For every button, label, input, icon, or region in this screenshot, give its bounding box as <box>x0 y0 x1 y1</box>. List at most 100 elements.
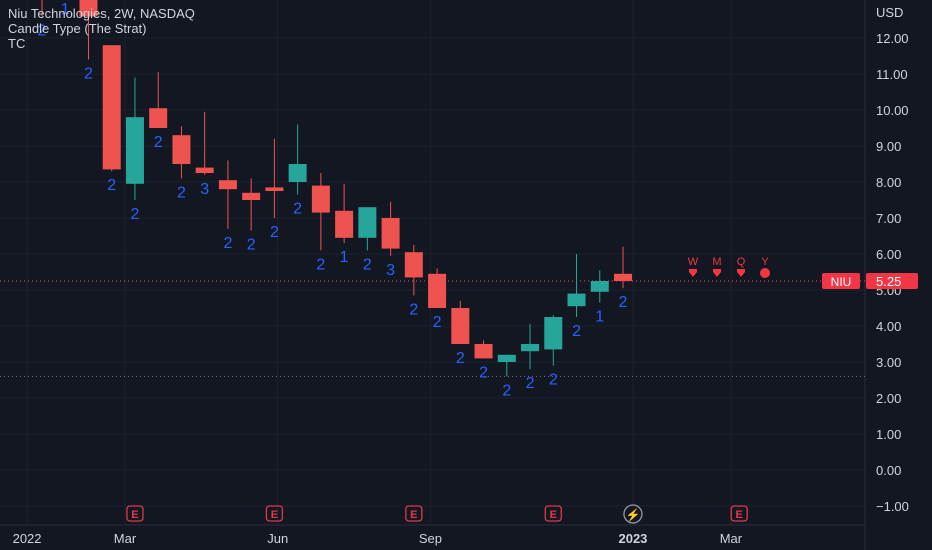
candle[interactable] <box>358 207 377 251</box>
candle[interactable] <box>404 245 423 296</box>
strat-label: 2 <box>131 206 140 223</box>
y-tick-label: 0.00 <box>876 463 901 478</box>
earnings-event-icon[interactable]: E <box>265 505 284 522</box>
strat-label: 2 <box>154 134 163 151</box>
x-tick-label: 2022 <box>13 531 42 546</box>
indicator-short-name[interactable]: TC <box>8 36 26 51</box>
timeframe-marker-label: W <box>688 256 699 268</box>
event-badge-label: E <box>550 509 557 521</box>
y-tick-label: 7.00 <box>876 211 901 226</box>
y-tick-label: 6.00 <box>876 247 901 262</box>
split-event-icon[interactable]: ⚡ <box>623 504 643 524</box>
candle[interactable] <box>33 0 51 17</box>
candle-body <box>125 117 144 184</box>
earnings-event-icon[interactable]: E <box>730 505 748 522</box>
earnings-event-icon[interactable]: E <box>126 505 144 522</box>
candle[interactable] <box>149 72 168 128</box>
candle-body <box>149 108 168 128</box>
candle[interactable] <box>567 254 586 317</box>
event-badge-label: E <box>410 509 417 521</box>
chart-legend: Niu Technologies, 2W, NASDAQ Candle Type… <box>8 6 195 51</box>
symbol-tag <box>822 273 860 289</box>
timeframe-dot-icon <box>760 268 770 278</box>
candle-body <box>474 344 493 359</box>
event-badge <box>405 505 423 522</box>
candle-body <box>265 187 284 191</box>
strat-label: 2 <box>409 301 418 318</box>
candle[interactable] <box>335 183 354 244</box>
strat-label: 2 <box>84 66 93 83</box>
y-tick-label: 4.00 <box>876 319 901 334</box>
x-tick-label: 2023 <box>618 531 647 546</box>
candle[interactable] <box>521 324 540 370</box>
event-badge <box>126 505 144 522</box>
event-badge-label: ⚡ <box>625 508 640 522</box>
strat-label: 2 <box>293 201 302 218</box>
strat-label: 2 <box>549 372 558 389</box>
candle[interactable] <box>79 0 98 60</box>
candle[interactable] <box>544 315 563 366</box>
candle[interactable] <box>451 300 470 344</box>
candle-body <box>590 281 609 292</box>
event-badge <box>265 505 284 522</box>
candle-body <box>521 344 540 352</box>
strat-label: 2 <box>316 256 325 273</box>
candle[interactable] <box>428 268 447 308</box>
strat-label: 2 <box>479 364 488 381</box>
y-tick-label: 9.00 <box>876 139 901 154</box>
timeframe-marker-label: Q <box>737 256 746 268</box>
y-tick-label: 1.00 <box>876 427 901 442</box>
strat-label: 2 <box>526 375 535 392</box>
candle-body <box>358 207 377 238</box>
strat-label: 3 <box>386 262 395 279</box>
candle-body <box>614 273 632 281</box>
candle-body <box>335 210 354 238</box>
candle[interactable] <box>265 138 284 218</box>
candle[interactable] <box>311 173 330 251</box>
strat-label: 2 <box>247 237 256 254</box>
candle-body <box>428 273 447 308</box>
candle-body <box>102 45 121 170</box>
strat-label: 2 <box>619 294 628 311</box>
x-tick-label: Sep <box>419 531 442 546</box>
candle[interactable] <box>242 178 261 231</box>
strat-label: 2 <box>270 224 279 241</box>
strat-label: 1 <box>61 1 70 18</box>
candle[interactable] <box>381 201 400 256</box>
strat-label: 3 <box>200 181 209 198</box>
candle[interactable] <box>474 340 493 359</box>
strat-label: 2 <box>38 22 47 39</box>
event-badge-label: E <box>736 509 743 521</box>
event-badge <box>623 504 643 524</box>
candle[interactable] <box>102 45 121 172</box>
candle-body <box>79 0 98 17</box>
earnings-event-icon[interactable]: E <box>544 505 562 522</box>
candle[interactable] <box>125 77 144 200</box>
symbol-title[interactable]: Niu Technologies, 2W, NASDAQ <box>8 6 195 21</box>
strat-label: 2 <box>502 382 511 399</box>
candle[interactable] <box>288 124 307 195</box>
y-tick-label: 11.00 <box>876 67 908 82</box>
y-tick-label: −1.00 <box>876 499 909 514</box>
candle-body <box>451 308 470 344</box>
candle-body <box>404 252 423 278</box>
candle[interactable] <box>614 246 632 289</box>
candle[interactable] <box>590 270 609 303</box>
candle[interactable] <box>195 111 214 175</box>
last-price-tag <box>866 273 918 289</box>
timeframe-arrow-icon <box>689 269 697 277</box>
timeframe-marker-label: Y <box>761 256 769 268</box>
candle-body <box>567 293 586 307</box>
y-tick-label: 10.00 <box>876 103 909 118</box>
y-tick-label: 8.00 <box>876 175 901 190</box>
candle[interactable] <box>172 126 191 179</box>
candle[interactable] <box>497 354 516 377</box>
event-badge-label: E <box>131 509 138 521</box>
earnings-event-icon[interactable]: E <box>405 505 423 522</box>
candle[interactable] <box>218 160 237 229</box>
candle-body <box>172 135 191 164</box>
y-tick-label: 3.00 <box>876 355 901 370</box>
indicator-name[interactable]: Candle Type (The Strat) <box>8 21 147 36</box>
